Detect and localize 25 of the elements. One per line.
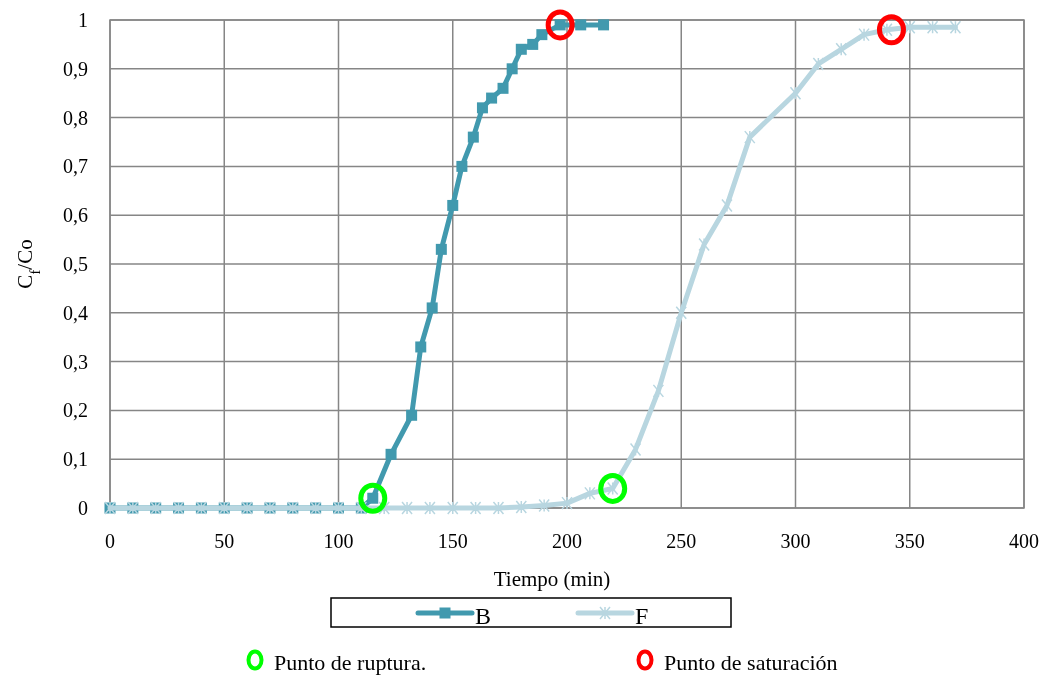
y-tick-label: 0,5 <box>63 253 88 275</box>
x-tick-label: 50 <box>214 530 235 552</box>
x-tick-label: 250 <box>666 530 697 552</box>
x-tick-label: 400 <box>1009 530 1039 552</box>
x-tick-label: 300 <box>780 530 811 552</box>
y-tick-label: 0,1 <box>63 448 88 471</box>
y-tick-label: 0,3 <box>63 350 88 373</box>
legend-label: Punto de saturación <box>664 650 838 675</box>
y-tick-label: 0 <box>78 497 88 519</box>
x-tick-label: 0 <box>105 530 115 552</box>
legend-label: Punto de ruptura. <box>274 650 427 675</box>
y-tick-label: 0,9 <box>63 57 88 80</box>
y-tick-label: 0,4 <box>63 301 88 324</box>
legend-label: F <box>635 603 649 629</box>
x-axis-title: Tiempo (min) <box>493 567 611 591</box>
y-tick-label: 0,8 <box>63 106 88 129</box>
y-tick-label: 0,7 <box>63 155 88 178</box>
y-tick-label: 0,6 <box>63 204 88 227</box>
x-tick-label: 150 <box>437 530 468 552</box>
x-tick-label: 350 <box>894 530 925 552</box>
x-tick-label: 200 <box>552 530 582 552</box>
y-tick-label: 0,2 <box>63 399 88 422</box>
legend-label: B <box>475 603 492 629</box>
x-tick-label: 100 <box>323 530 354 552</box>
y-tick-label: 1 <box>78 9 88 31</box>
